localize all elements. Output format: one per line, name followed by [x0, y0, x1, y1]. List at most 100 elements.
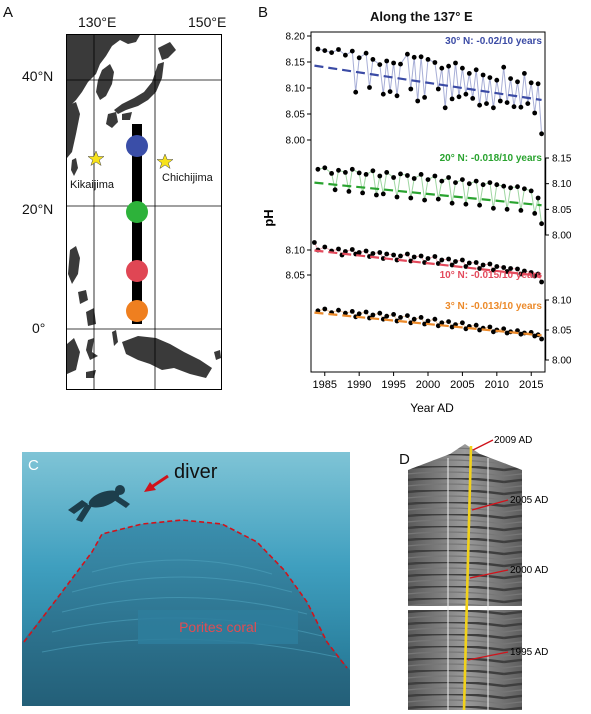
series-0-point: [422, 95, 427, 100]
series-3-group: 3° N: -0.013/10 years 8.00 8.05 8.10: [314, 296, 572, 367]
series-2-trend-line: [314, 249, 542, 278]
series-3-point: [539, 336, 544, 342]
series-2-point: [463, 264, 469, 269]
panel-d-label: D: [399, 451, 410, 468]
series-0-point: [442, 105, 448, 111]
series-2-point: [418, 253, 424, 259]
series-1-point: [446, 175, 451, 180]
series-0-point: [353, 89, 359, 95]
series-0-point: [418, 54, 424, 60]
series-0-point: [329, 50, 334, 55]
x-tick-label-2010: 2010: [485, 379, 509, 391]
series-0-point: [408, 86, 414, 92]
series-2-point: [508, 266, 513, 271]
series-1-point: [394, 194, 400, 200]
series-2-point: [453, 259, 458, 264]
series-0-point: [394, 93, 400, 99]
series-2-point: [515, 266, 520, 272]
chart-xlabel: Year AD: [410, 401, 454, 415]
series-2-point: [522, 268, 527, 274]
series-1-point: [494, 182, 500, 188]
series-0-point: [487, 75, 493, 80]
series-3-point: [363, 309, 369, 315]
diver-figure: [68, 485, 130, 522]
ph-chart: pH Year AD 1985 1990 1995 2000 2005 2010 2015 3…: [262, 31, 572, 415]
series-0-point: [497, 98, 503, 104]
series-3-point: [349, 309, 355, 314]
series-3-point: [377, 310, 383, 316]
series-2-point: [322, 244, 328, 250]
series-3-point: [487, 324, 493, 330]
series-0-point: [501, 64, 507, 70]
series-0-point: [494, 77, 500, 83]
series-1-point: [522, 186, 527, 192]
series-0-point: [439, 65, 445, 71]
series-0-point: [466, 71, 472, 76]
series-3-point: [356, 311, 362, 317]
coral-label-box: [138, 610, 298, 644]
series-0-ytick-label: 8.10: [286, 84, 306, 95]
series-2-point: [491, 267, 496, 273]
chichijima-star-icon: [156, 153, 174, 170]
series-1-point: [535, 195, 541, 201]
series-2-point: [446, 256, 451, 262]
series-0-point: [363, 50, 369, 56]
series-0-label: 30° N: -0.02/10 years: [445, 36, 542, 47]
series-2-ytick-label: 8.05: [286, 271, 306, 282]
series-1-point: [532, 211, 538, 216]
series-2-point: [439, 257, 445, 263]
diver-label: diver: [174, 461, 218, 483]
series-1-point: [349, 166, 355, 172]
series-3-point: [473, 322, 479, 328]
series-0-point: [343, 52, 348, 58]
series-2-point: [494, 264, 500, 269]
series-0-point: [463, 91, 469, 97]
series-1-point: [346, 189, 352, 194]
series-3-point: [353, 314, 359, 320]
series-0-point: [405, 51, 410, 57]
series-0-point: [532, 110, 538, 116]
core-annotation-2009: 2009 AD: [494, 435, 532, 446]
series-0-point: [491, 105, 496, 111]
series-0-group: 30° N: -0.02/10 years 8.00 8.05 8.10 8.15 8.2…: [286, 32, 544, 147]
lon-label-130: 130°E: [78, 14, 117, 30]
lat-label-20: 20°N: [22, 201, 54, 217]
series-0-point: [315, 46, 321, 52]
series-1-point: [463, 201, 469, 207]
panel-b-label: B: [258, 4, 269, 21]
series-0-point: [435, 86, 441, 92]
station-10n-marker: [126, 260, 148, 282]
series-1-seasonal-line: [317, 167, 543, 224]
series-3-point: [391, 312, 396, 317]
series-1-point: [370, 168, 376, 174]
series-2-point: [312, 240, 317, 245]
series-2-point: [518, 271, 524, 277]
series-3-point: [405, 313, 410, 318]
series-0-point: [432, 60, 438, 65]
coral-core-xray: 2009 AD 2005 AD 2000 AD 1995 AD: [408, 435, 548, 711]
series-0-trend-line: [314, 64, 542, 102]
series-2-point: [336, 246, 341, 252]
series-2-point: [349, 247, 355, 252]
coral-outline: [23, 519, 348, 669]
series-0-point: [525, 101, 531, 106]
series-3-point: [394, 318, 400, 324]
series-1-point: [343, 170, 348, 175]
series-3-trend-line: [314, 311, 542, 337]
series-1-point: [380, 191, 386, 197]
series-1-point: [425, 177, 431, 183]
series-2-group: 10° N: -0.015/10 years 8.05 8.10: [286, 240, 544, 285]
transect-line: [132, 124, 142, 324]
series-2-point: [477, 266, 482, 271]
series-2-point: [466, 260, 472, 266]
series-1-point: [356, 170, 362, 176]
core-annotation-arrows: [467, 439, 509, 661]
series-1-label: 20° N: -0.018/10 years: [440, 153, 543, 164]
series-0-point: [380, 91, 386, 97]
series-1-point: [504, 206, 510, 212]
series-2-point: [343, 249, 348, 254]
series-1-point: [473, 178, 479, 184]
series-1-point: [487, 180, 493, 186]
series-3-point: [411, 316, 417, 322]
series-1-point: [432, 173, 438, 179]
